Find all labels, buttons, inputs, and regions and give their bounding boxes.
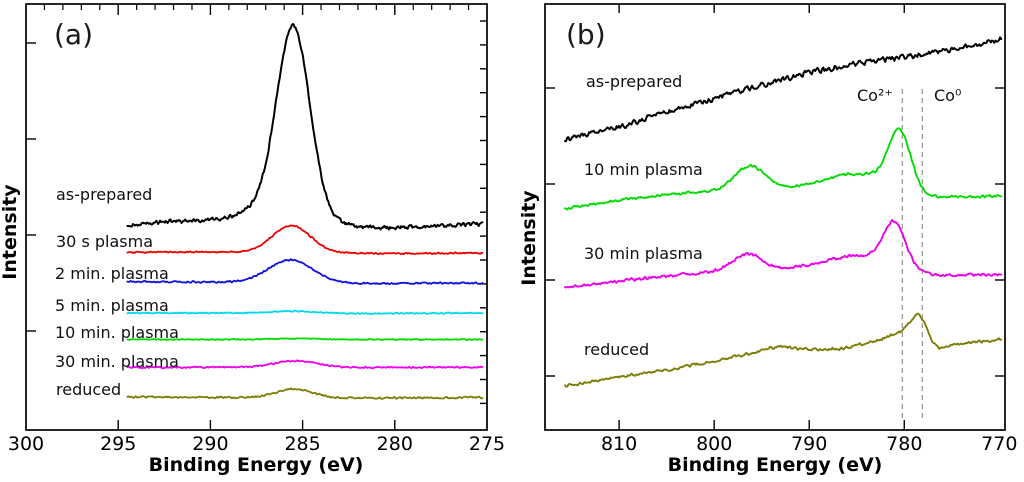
curve-label-b-10min-plasma: 10 min plasma [584, 160, 703, 179]
panel-a-y-axis-title: Intensity [0, 184, 21, 280]
x-tick-label: 780 [886, 433, 922, 455]
x-tick-label: 790 [791, 433, 827, 455]
series-curve-2 [126, 258, 484, 286]
series-curve-3 [564, 312, 1003, 388]
curve-label-a-as-prepared: as-prepared [56, 185, 153, 204]
panel-a-plot: 300 295 290 285 280 275 [8, 3, 505, 455]
series-curve-1 [564, 127, 1003, 211]
series-curve-0 [126, 23, 484, 231]
panel-a-x-axis-title: Binding Energy (eV) [148, 454, 364, 476]
plot-frame [25, 3, 488, 431]
x-tick-label: 300 [8, 433, 44, 455]
curve-label-b-as-prepared: as-prepared [586, 72, 683, 91]
panel-a-letter: (a) [54, 18, 94, 51]
curve-label-a-2min-plasma: 2 min. plasma [55, 264, 169, 283]
curve-label-a-10min-plasma: 10 min. plasma [55, 323, 179, 342]
curve-label-a-reduced: reduced [56, 380, 122, 399]
x-tick-label: 295 [100, 433, 136, 455]
panel-b-y-axis-title: Intensity [518, 190, 540, 286]
x-tick-label: 290 [192, 433, 228, 455]
plot-frame [544, 3, 1006, 431]
panel-b-x-axis-title: Binding Energy (eV) [667, 454, 883, 476]
x-tick-label: 810 [601, 433, 637, 455]
curve-label-a-30min-plasma: 30 min. plasma [55, 352, 179, 371]
panel-b-letter: (b) [566, 18, 606, 51]
series-curve-4 [126, 337, 484, 341]
x-tick-label: 770 [981, 433, 1017, 455]
series-curve-5 [126, 359, 484, 370]
annotation-co2plus: Co²⁺ [857, 86, 893, 105]
panel-b-plot: 810 800 790 780 770 [544, 3, 1017, 455]
series-curve-1 [126, 224, 484, 256]
series-curve-6 [126, 387, 484, 400]
curve-label-a-30s-plasma: 30 s plasma [56, 232, 153, 251]
annotation-co0: Co⁰ [934, 86, 962, 105]
x-tick-label: 800 [696, 433, 732, 455]
x-tick-label: 275 [469, 433, 505, 455]
series-curve-0 [564, 36, 1003, 143]
x-tick-label: 285 [284, 433, 320, 455]
curve-label-b-reduced: reduced [584, 340, 650, 359]
series-curve-2 [564, 219, 1003, 289]
curve-label-b-30min-plasma: 30 min plasma [584, 244, 703, 263]
series-curve-3 [126, 309, 484, 315]
curve-label-a-5min-plasma: 5 min. plasma [55, 296, 169, 315]
x-tick-label: 280 [377, 433, 413, 455]
